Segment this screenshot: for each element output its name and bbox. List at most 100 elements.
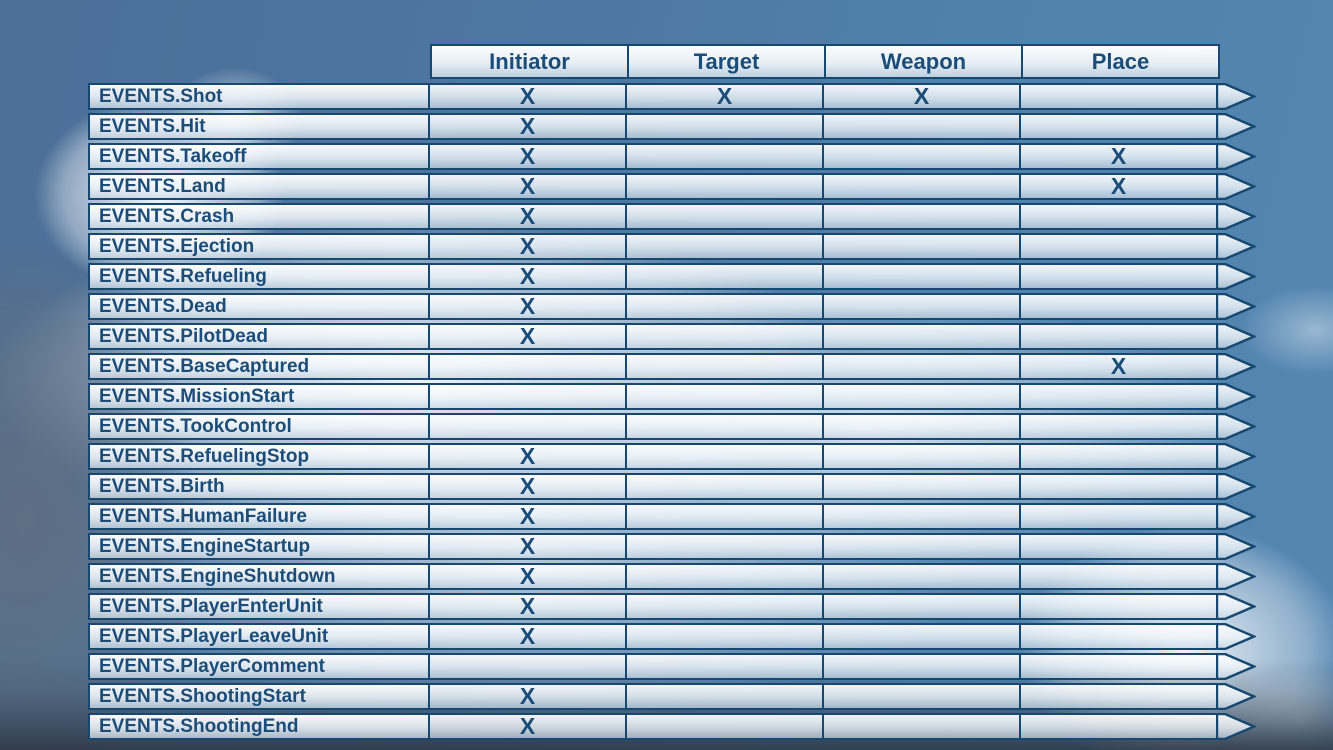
- row-arrow-icon: [1216, 293, 1256, 320]
- row-label: EVENTS.PlayerEnterUnit: [88, 593, 430, 620]
- row-arrow-icon: [1216, 173, 1256, 200]
- row-arrow-icon: [1216, 473, 1256, 500]
- row-label: EVENTS.Birth: [88, 473, 430, 500]
- table-row: EVENTS.Birth X: [88, 473, 1268, 500]
- table-row: EVENTS.BaseCaptured X: [88, 353, 1268, 380]
- table-row: EVENTS.TookControl: [88, 413, 1268, 440]
- mark-cell-initiator: X: [428, 623, 627, 650]
- mark-cell-place: [1019, 713, 1218, 740]
- mark-cell-target: [625, 563, 824, 590]
- row-arrow-icon: [1216, 233, 1256, 260]
- mark-cell-initiator: X: [428, 713, 627, 740]
- row-label: EVENTS.EngineStartup: [88, 533, 430, 560]
- row-label: EVENTS.Hit: [88, 113, 430, 140]
- mark-cell-place: [1019, 593, 1218, 620]
- mark-cell-target: [625, 503, 824, 530]
- mark-cell-weapon: X: [822, 83, 1021, 110]
- mark-cell-initiator: X: [428, 173, 627, 200]
- table-row: EVENTS.PlayerLeaveUnit X: [88, 623, 1268, 650]
- table-row: EVENTS.EngineShutdown X: [88, 563, 1268, 590]
- table-row: EVENTS.Crash X: [88, 203, 1268, 230]
- mark-cell-target: [625, 413, 824, 440]
- mark-cell-initiator: X: [428, 113, 627, 140]
- row-arrow-icon: [1216, 653, 1256, 680]
- mark-cell-target: [625, 293, 824, 320]
- mark-cell-weapon: [822, 143, 1021, 170]
- row-label: EVENTS.Shot: [88, 83, 430, 110]
- row-arrow-icon: [1216, 323, 1256, 350]
- mark-cell-initiator: X: [428, 443, 627, 470]
- mark-cell-place: [1019, 623, 1218, 650]
- mark-cell-place: [1019, 263, 1218, 290]
- table-row: EVENTS.ShootingStart X: [88, 683, 1268, 710]
- row-arrow-icon: [1216, 83, 1256, 110]
- mark-cell-place: [1019, 413, 1218, 440]
- mark-cell-weapon: [822, 293, 1021, 320]
- row-label: EVENTS.Crash: [88, 203, 430, 230]
- table-row: EVENTS.Dead X: [88, 293, 1268, 320]
- row-arrow-icon: [1216, 683, 1256, 710]
- mark-cell-weapon: [822, 623, 1021, 650]
- row-label: EVENTS.ShootingEnd: [88, 713, 430, 740]
- row-label: EVENTS.EngineShutdown: [88, 563, 430, 590]
- mark-cell-place: [1019, 383, 1218, 410]
- mark-cell-place: [1019, 203, 1218, 230]
- mark-cell-initiator: X: [428, 503, 627, 530]
- table-row: EVENTS.HumanFailure X: [88, 503, 1268, 530]
- mark-cell-weapon: [822, 383, 1021, 410]
- row-label: EVENTS.PilotDead: [88, 323, 430, 350]
- mark-cell-initiator: [428, 383, 627, 410]
- row-arrow-icon: [1216, 143, 1256, 170]
- mark-cell-initiator: X: [428, 533, 627, 560]
- table-row: EVENTS.Shot X X X: [88, 83, 1268, 110]
- mark-cell-target: [625, 383, 824, 410]
- row-arrow-icon: [1216, 623, 1256, 650]
- header-cell-target: Target: [627, 44, 826, 79]
- table-row: EVENTS.EngineStartup X: [88, 533, 1268, 560]
- row-label: EVENTS.ShootingStart: [88, 683, 430, 710]
- mark-cell-weapon: [822, 473, 1021, 500]
- row-label: EVENTS.RefuelingStop: [88, 443, 430, 470]
- header-cell-initiator: Initiator: [430, 44, 629, 79]
- mark-cell-target: [625, 593, 824, 620]
- row-label: EVENTS.Dead: [88, 293, 430, 320]
- mark-cell-initiator: X: [428, 233, 627, 260]
- mark-cell-initiator: X: [428, 263, 627, 290]
- row-label: EVENTS.TookControl: [88, 413, 430, 440]
- mark-cell-target: [625, 323, 824, 350]
- row-arrow-icon: [1216, 593, 1256, 620]
- mark-cell-weapon: [822, 653, 1021, 680]
- mark-cell-weapon: [822, 113, 1021, 140]
- mark-cell-weapon: [822, 263, 1021, 290]
- table-row: EVENTS.PilotDead X: [88, 323, 1268, 350]
- mark-cell-weapon: [822, 413, 1021, 440]
- mark-cell-place: [1019, 233, 1218, 260]
- mark-cell-weapon: [822, 443, 1021, 470]
- mark-cell-place: [1019, 533, 1218, 560]
- mark-cell-initiator: X: [428, 563, 627, 590]
- mark-cell-target: [625, 473, 824, 500]
- mark-cell-initiator: X: [428, 203, 627, 230]
- row-arrow-icon: [1216, 713, 1256, 740]
- mark-cell-initiator: X: [428, 683, 627, 710]
- mark-cell-initiator: X: [428, 323, 627, 350]
- mark-cell-initiator: X: [428, 593, 627, 620]
- mark-cell-place: [1019, 83, 1218, 110]
- row-label: EVENTS.Land: [88, 173, 430, 200]
- mark-cell-weapon: [822, 173, 1021, 200]
- mark-cell-target: [625, 233, 824, 260]
- mark-cell-target: [625, 443, 824, 470]
- mark-cell-target: [625, 623, 824, 650]
- mark-cell-initiator: X: [428, 473, 627, 500]
- table-row: EVENTS.Refueling X: [88, 263, 1268, 290]
- mark-cell-target: [625, 203, 824, 230]
- mark-cell-weapon: [822, 323, 1021, 350]
- mark-cell-initiator: [428, 353, 627, 380]
- table-row: EVENTS.MissionStart: [88, 383, 1268, 410]
- mark-cell-place: X: [1019, 173, 1218, 200]
- row-arrow-icon: [1216, 563, 1256, 590]
- row-label: EVENTS.Refueling: [88, 263, 430, 290]
- row-arrow-icon: [1216, 503, 1256, 530]
- row-label: EVENTS.Ejection: [88, 233, 430, 260]
- mark-cell-place: [1019, 503, 1218, 530]
